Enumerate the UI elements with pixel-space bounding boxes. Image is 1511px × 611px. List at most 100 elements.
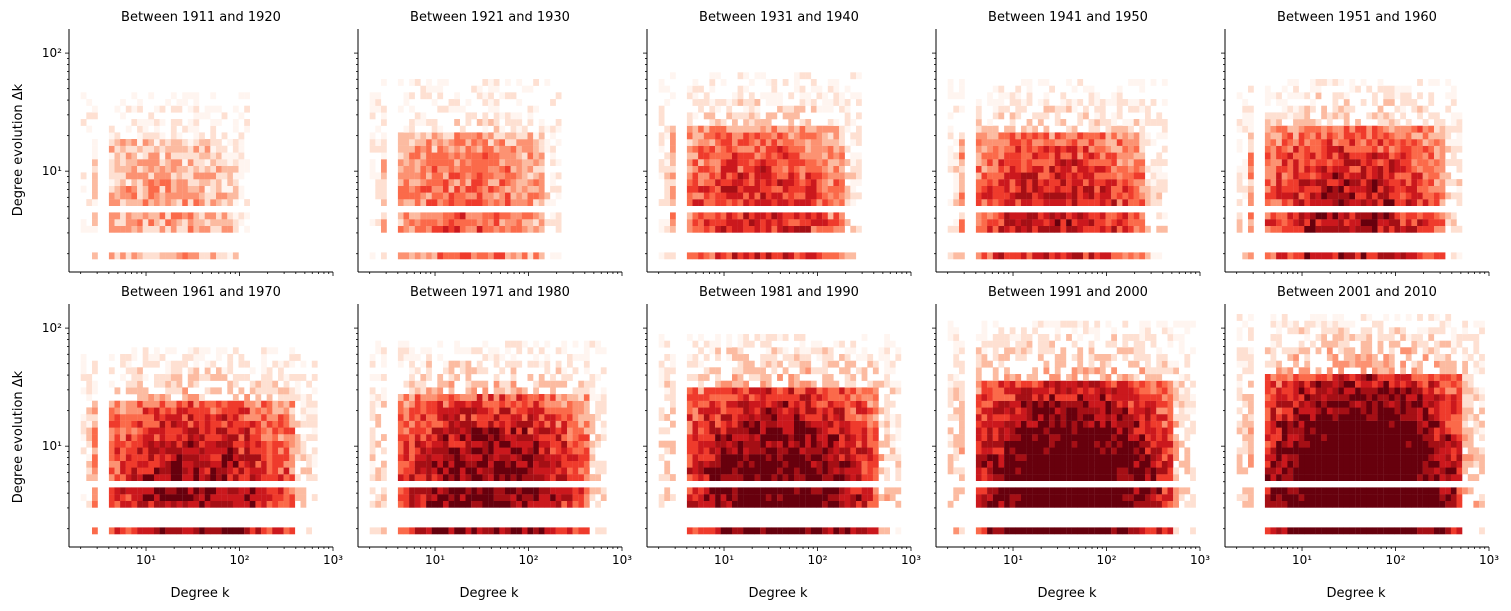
heatmap-cell [1377,192,1384,200]
heatmap-cell [465,152,472,160]
heatmap-cell [420,112,427,120]
heatmap-cell [816,132,823,140]
heatmap-cell [788,179,795,186]
heatmap-cell [426,460,432,468]
heatmap-cell [476,219,483,226]
heatmap-cell [1083,132,1089,140]
heatmap-cell [1099,219,1106,226]
heatmap-cell [1021,132,1027,140]
heatmap-cells [80,347,318,535]
heatmap-cell [148,172,155,180]
heatmap-cell [289,414,296,421]
heatmap-cell [482,500,489,508]
heatmap-cell [658,105,665,113]
heatmap-cell [732,165,738,173]
heatmap-cell [403,527,410,535]
heatmap-cell [1054,212,1061,220]
heatmap-cell [505,427,511,435]
heatmap-cell [221,165,228,173]
heatmap-cell [154,427,160,435]
heatmap-cell [1298,199,1305,206]
heatmap-cell [154,354,160,361]
heatmap-cell [748,219,755,226]
heatmap-cell [1332,225,1339,233]
heatmap-cell [300,374,307,381]
heatmap-cell [437,252,444,260]
heatmap-cell [488,400,494,408]
heatmap-cell [1456,199,1463,206]
heatmap-cell [987,99,993,106]
heatmap-cell [578,454,585,461]
heatmap-cell [403,199,410,206]
heatmap-cell [131,252,138,260]
heatmap-cell [120,440,126,448]
heatmap-cell [732,252,738,260]
heatmap-cell [1434,119,1440,126]
heatmap-cell [1343,199,1350,206]
heatmap-cell [454,340,460,348]
heatmap-cell [538,145,545,153]
heatmap-cell [409,105,415,113]
heatmap-cell [561,447,568,455]
heatmap-cell [1077,172,1084,180]
heatmap-cell [403,347,410,355]
heatmap-cell [1145,252,1151,260]
heatmap-cell [947,165,954,173]
heatmap-cell [561,500,568,508]
heatmap-cell [1417,172,1423,180]
heatmap-cell [516,159,523,166]
y-tick-label: 10² [42,321,62,335]
heatmap-cell [578,500,585,508]
heatmap-cell [1088,185,1095,193]
heatmap-cell [1236,125,1243,133]
heatmap-cell [726,145,733,153]
heatmap-cell [578,354,585,361]
heatmap-cell [120,172,126,180]
heatmap-cell [108,132,115,140]
heatmap-cell [437,414,444,421]
heatmap-cell [583,387,590,395]
heatmap-cell [544,79,551,86]
heatmap-cell [1161,99,1168,106]
heatmap-cell [670,132,676,140]
heatmap-cell [567,494,573,501]
heatmap-cell [822,225,828,233]
heatmap-cell [1456,139,1463,146]
heatmap-cell [527,400,534,408]
heatmap-cell [583,460,590,468]
heatmap-cell [448,434,455,441]
heatmap-cell [799,192,806,200]
heatmap-cell [420,192,427,200]
heatmap-cell [488,199,494,206]
heatmap-cell [1133,192,1140,200]
heatmap-cell [595,434,601,441]
heatmap-cell [975,132,982,140]
heatmap-cell [533,212,539,220]
heatmap-cell [1088,152,1095,160]
heatmap-cell [1366,132,1373,140]
heatmap-cell [664,132,671,140]
heatmap-cell [1298,219,1305,226]
heatmap-cell [516,79,523,86]
heatmap-cell [1161,172,1168,180]
heatmap-cell [426,400,432,408]
heatmap-cell [1088,119,1095,126]
heatmap-cell [1156,152,1163,160]
heatmap-cell [221,527,228,535]
heatmap-cell [125,494,132,501]
heatmap-cell [108,474,115,481]
heatmap-cell [471,145,477,153]
heatmap-cell [221,427,228,435]
heatmap-cell [743,219,749,226]
heatmap-cell [516,447,523,455]
heatmap-cell [1445,192,1452,200]
heatmap-cell [142,434,149,441]
heatmap-cell [476,420,483,428]
heatmap-cell [131,500,138,508]
heatmap-cell [692,99,699,106]
heatmap-cell [1139,145,1146,153]
heatmap-cell [692,165,699,173]
heatmap-cell [1021,159,1027,166]
heatmap-cell [782,185,789,193]
heatmap-cell [108,354,115,361]
